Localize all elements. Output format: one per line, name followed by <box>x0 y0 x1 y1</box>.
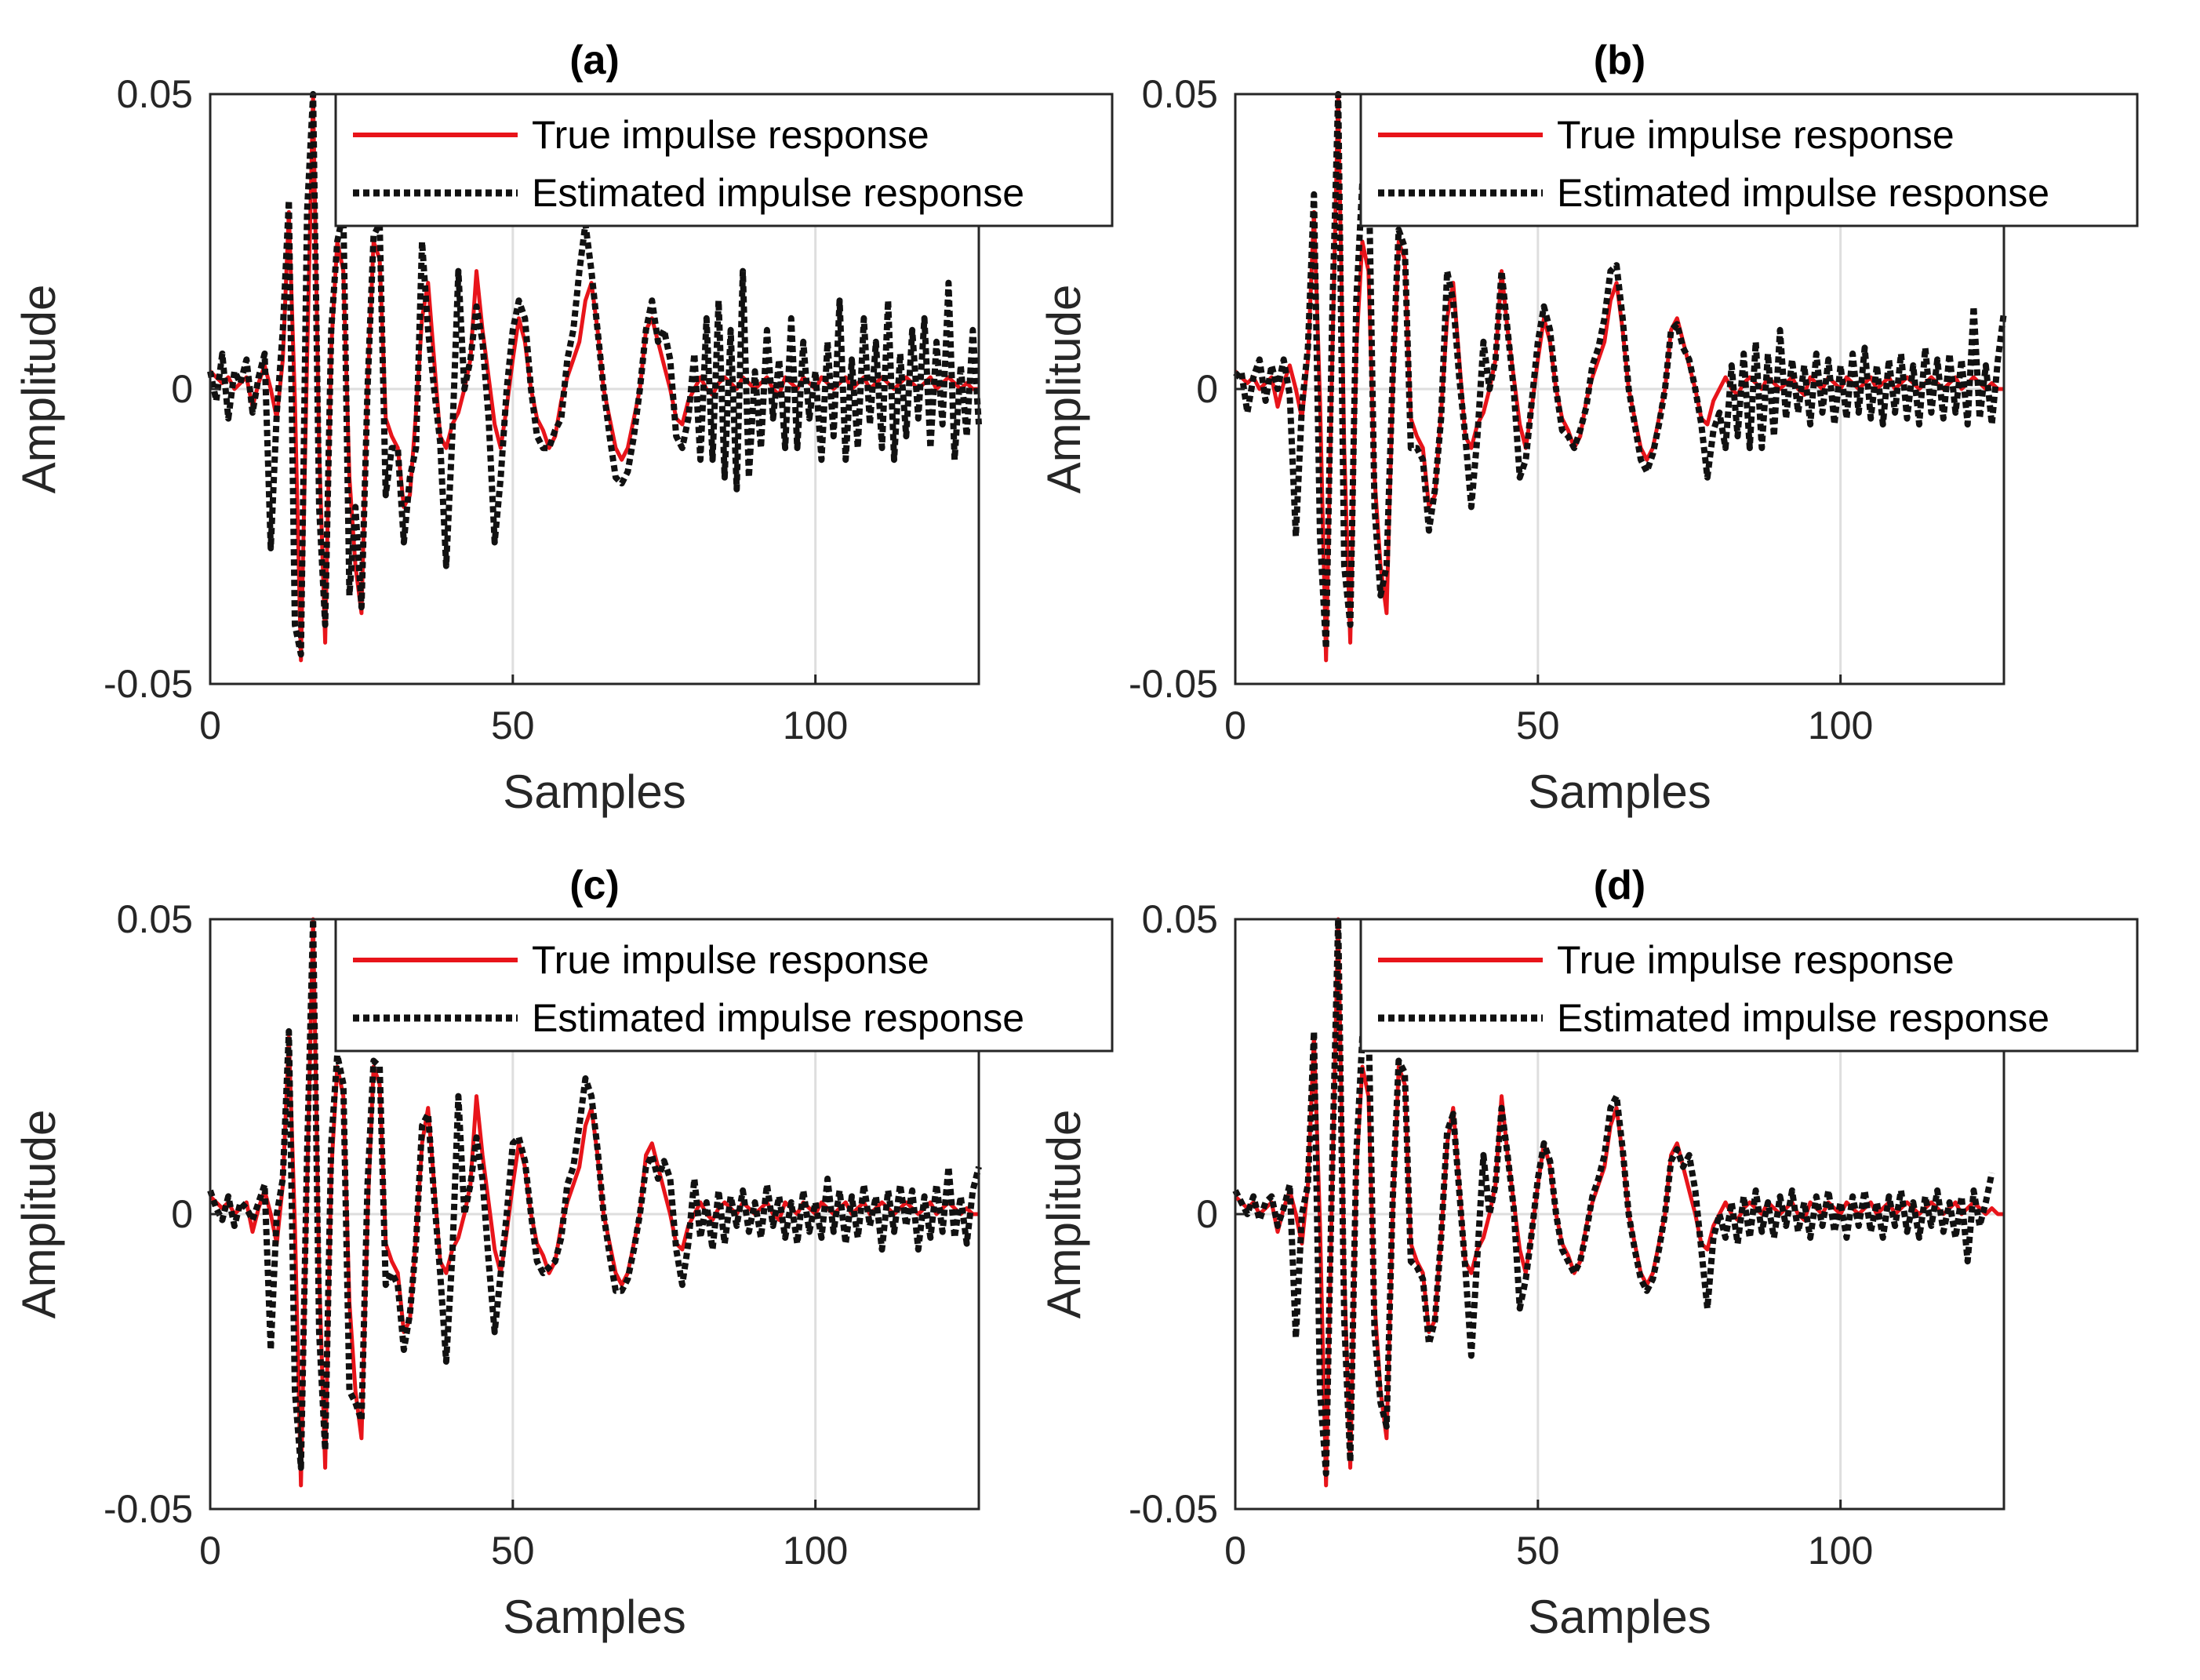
legend-true-label: True impulse response <box>532 938 929 982</box>
x-tick-label: 100 <box>783 1529 848 1573</box>
x-tick-label: 100 <box>1808 1529 1873 1573</box>
x-tick-label: 50 <box>491 1529 535 1573</box>
y-tick-label: -0.05 <box>1129 662 1218 706</box>
x-tick-label: 100 <box>783 704 848 747</box>
x-tick-label: 100 <box>1808 704 1873 747</box>
x-tick-label: 0 <box>199 704 221 747</box>
y-tick-label: -0.05 <box>104 662 193 706</box>
legend-estimated-label: Estimated impulse response <box>532 996 1024 1040</box>
y-axis-label: Amplitude <box>1038 1110 1090 1319</box>
chart-panel-2: 0 50 100-0.0500.05(b)SamplesAmplitudeTrue … <box>1038 38 2139 818</box>
y-tick-label: 0 <box>1196 367 1218 411</box>
x-axis-label: Samples <box>1528 1591 1711 1643</box>
y-axis-label: Amplitude <box>1038 285 1090 494</box>
y-tick-label: 0 <box>1196 1192 1218 1236</box>
legend-box <box>1359 93 2139 227</box>
legend-box <box>1359 918 2139 1053</box>
estimated-response-line <box>207 916 982 1471</box>
x-axis-label: Samples <box>503 1591 685 1643</box>
y-tick-label: 0.05 <box>117 72 193 116</box>
legend-estimated-label: Estimated impulse response <box>1557 996 2049 1040</box>
y-tick-label: -0.05 <box>1129 1487 1218 1531</box>
x-tick-label: 0 <box>1224 1529 1246 1573</box>
legend-estimated-label: Estimated impulse response <box>1557 171 2049 215</box>
y-tick-label: 0.05 <box>1142 897 1218 941</box>
chart-panel-3: 0 50 100-0.0500.05(c)SamplesAmplitudeTrue … <box>13 863 1114 1643</box>
chart-panel-4: 0 50 100-0.0500.05(d)SamplesAmplitudeTrue … <box>1038 863 2139 1643</box>
legend-estimated-label: Estimated impulse response <box>532 171 1024 215</box>
x-axis-label: Samples <box>503 765 685 818</box>
x-tick-label: 0 <box>1224 704 1246 747</box>
legend-true-label: True impulse response <box>1557 113 1955 157</box>
legend: True impulse response Estimated impulse r… <box>1359 918 2139 1053</box>
chart-panel-1: 0 50 100-0.0500.05(a)SamplesAmplitudeTrue … <box>13 38 1114 818</box>
x-axis-label: Samples <box>1528 765 1711 818</box>
y-tick-label: 0.05 <box>1142 72 1218 116</box>
legend: True impulse response Estimated impulse r… <box>1359 93 2139 227</box>
x-tick-label: 0 <box>199 1529 221 1573</box>
legend-box <box>334 93 1114 227</box>
x-tick-label: 50 <box>491 704 535 747</box>
estimated-response-line <box>1232 916 1995 1477</box>
legend-true-label: True impulse response <box>532 113 929 157</box>
chart-title: (d) <box>1594 863 1645 908</box>
estimated-response-line <box>207 91 982 658</box>
legend-true-label: True impulse response <box>1557 938 1955 982</box>
y-tick-label: 0.05 <box>117 897 193 941</box>
legend: True impulse response Estimated impulse r… <box>334 918 1114 1053</box>
legend: True impulse response Estimated impulse r… <box>334 93 1114 227</box>
x-tick-label: 50 <box>1516 704 1560 747</box>
y-axis-label: Amplitude <box>13 1110 65 1319</box>
legend-box <box>334 918 1114 1053</box>
y-tick-label: 0 <box>171 1192 193 1236</box>
y-tick-label: 0 <box>171 367 193 411</box>
y-tick-label: -0.05 <box>104 1487 193 1531</box>
chart-title: (a) <box>569 38 620 83</box>
chart-title: (c) <box>569 863 620 908</box>
x-tick-label: 50 <box>1516 1529 1560 1573</box>
y-axis-label: Amplitude <box>13 285 65 494</box>
chart-title: (b) <box>1594 38 1645 83</box>
